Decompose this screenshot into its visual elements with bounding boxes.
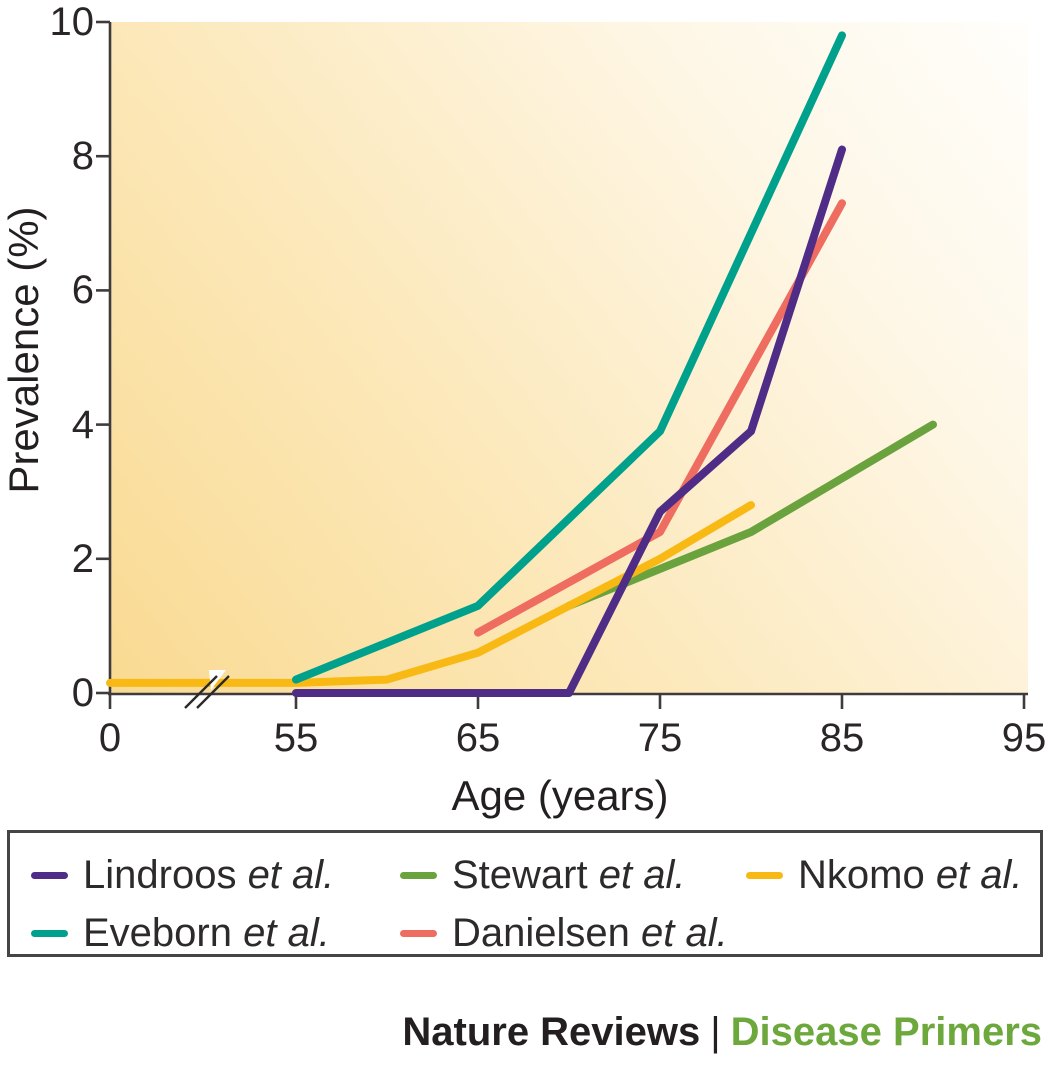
legend-item: Eveborn et al. xyxy=(31,909,330,957)
footer-journal-name: Disease Primers xyxy=(730,1010,1042,1054)
legend-swatch xyxy=(400,929,437,937)
legend-label: Eveborn et al. xyxy=(83,910,330,955)
x-tick-label: 85 xyxy=(819,716,865,760)
x-tick-label: 0 xyxy=(98,716,122,760)
line-lindroos-et-al xyxy=(292,145,846,697)
legend-item: Danielsen et al. xyxy=(400,909,728,957)
legend-swatch xyxy=(400,871,437,879)
x-tick-label: 75 xyxy=(637,716,683,760)
y-tick-label: 10 xyxy=(49,0,95,44)
axis-break-notch xyxy=(209,670,226,690)
x-tick-label: 65 xyxy=(455,716,501,760)
y-tick-label: 8 xyxy=(71,134,94,179)
legend-item: Lindroos et al. xyxy=(31,851,334,899)
axis-break-slash xyxy=(196,675,230,709)
legend-swatch xyxy=(31,871,68,879)
legend-item: Stewart et al. xyxy=(400,851,685,899)
x-axis-title: Age (years) xyxy=(451,772,669,819)
legend-label: Nkomo et al. xyxy=(798,852,1023,897)
journal-footer: Nature Reviews | Disease Primers xyxy=(402,1008,1042,1056)
y-axis-title: Prevalence (%) xyxy=(0,206,47,494)
legend-swatch xyxy=(31,929,68,937)
y-tick-label: 2 xyxy=(71,536,94,581)
legend-label: Stewart et al. xyxy=(452,852,686,897)
x-tick-label: 55 xyxy=(273,716,319,760)
legend-item: Nkomo et al. xyxy=(746,851,1023,899)
footer-separator: | xyxy=(710,1010,721,1054)
legend-swatch xyxy=(746,871,783,879)
legend-label: Danielsen et al. xyxy=(452,910,728,955)
y-tick-label: 0 xyxy=(71,671,94,715)
y-tick-label: 4 xyxy=(71,402,94,447)
legend-label: Lindroos et al. xyxy=(83,852,335,897)
axis-break-slash xyxy=(184,675,218,709)
footer-brand: Nature Reviews xyxy=(402,1010,701,1054)
line-stewart-et-al xyxy=(565,420,937,610)
legend: Lindroos et al. Stewart et al. Nkomo et al… xyxy=(7,830,1043,957)
y-tick-label: 6 xyxy=(71,268,94,313)
x-tick-label: 95 xyxy=(1001,716,1047,760)
line-eveborn-et-al xyxy=(292,31,846,684)
line-danielsen-et-al xyxy=(474,199,846,637)
